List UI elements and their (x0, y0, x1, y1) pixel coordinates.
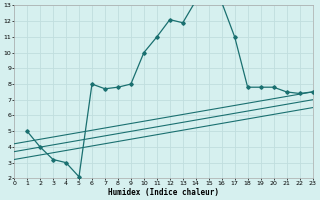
X-axis label: Humidex (Indice chaleur): Humidex (Indice chaleur) (108, 188, 219, 197)
